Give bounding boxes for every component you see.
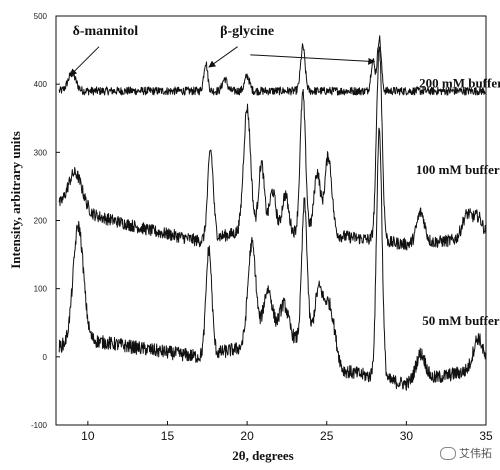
watermark: 艾伟拓 — [440, 445, 492, 461]
annotation-arrow — [69, 46, 100, 76]
annotation-label-2: β-glycine — [220, 24, 274, 39]
series-label-1: 200 mM buffer — [419, 76, 500, 91]
series-label-2: 100 mM buffer — [416, 162, 500, 177]
series-label-3: 50 mM buffer — [422, 313, 499, 328]
y-tick-label: 500 — [34, 12, 48, 21]
annotation-arrow — [208, 46, 238, 68]
x-axis-title: 2θ, degrees — [232, 448, 293, 463]
x-tick-label: 30 — [400, 429, 414, 443]
watermark-text: 艾伟拓 — [459, 447, 492, 460]
y-axis-title: Intensity, arbitrary units — [8, 131, 23, 269]
peak-annotations: δ-mannitol β-glycine — [69, 24, 376, 76]
x-tick-label: 15 — [161, 429, 175, 443]
diffraction-traces — [58, 35, 487, 391]
y-axis-ticks: -100 0 100 200 300 400 500 — [31, 12, 60, 430]
x-tick-label: 20 — [240, 429, 254, 443]
x-tick-label: 10 — [81, 429, 95, 443]
y-tick-label: 300 — [34, 148, 48, 157]
annotation-arrow — [250, 54, 376, 65]
x-tick-label: 25 — [320, 429, 334, 443]
series-labels: 200 mM buffer 100 mM buffer 50 mM buffer — [416, 76, 500, 328]
annotation-label-1: δ-mannitol — [73, 24, 139, 39]
y-tick-label: 200 — [34, 217, 48, 226]
x-tick-label: 35 — [479, 429, 493, 443]
x-axis-ticks: 10 15 20 25 30 35 — [81, 421, 493, 443]
series-trace-1 — [58, 35, 487, 96]
series-trace-3 — [58, 127, 487, 391]
series-trace-2 — [58, 46, 487, 251]
y-tick-label: -100 — [31, 421, 48, 430]
y-tick-label: 400 — [34, 80, 48, 89]
y-tick-label: 0 — [43, 353, 48, 362]
y-tick-label: 100 — [34, 285, 48, 294]
wechat-icon — [440, 446, 456, 460]
